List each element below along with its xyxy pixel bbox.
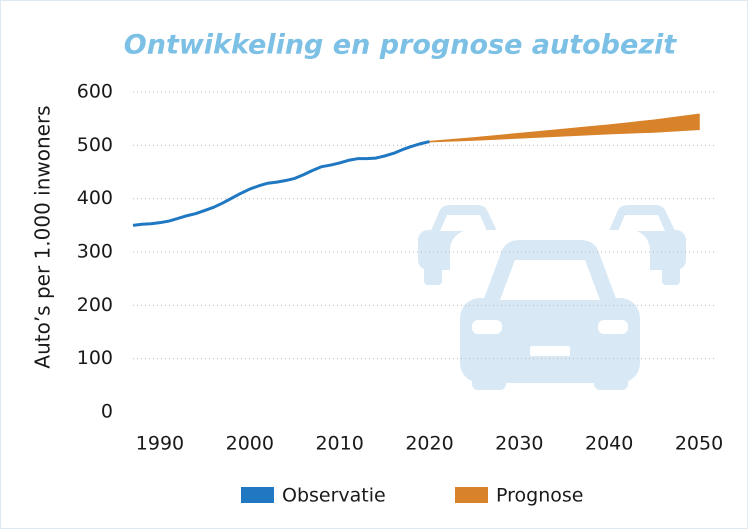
legend-swatch	[241, 487, 274, 503]
chart-title: Ontwikkeling en prognose autobezit	[124, 30, 678, 61]
y-tick-label: 100	[77, 347, 113, 369]
x-tick-label: 2030	[495, 433, 543, 455]
y-tick-label: 400	[77, 187, 113, 209]
forecast-band	[429, 114, 699, 141]
y-axis-label: Auto’s per 1.000 inwoners	[31, 105, 55, 368]
legend-swatch	[455, 487, 488, 503]
x-tick-label: 2050	[675, 433, 723, 455]
legend-label: Observatie	[282, 485, 386, 507]
y-tick-label: 300	[77, 241, 113, 263]
y-tick-label: 0	[101, 401, 113, 423]
legend: Observatie Prognose	[241, 485, 583, 507]
x-tick-label: 2010	[315, 433, 363, 455]
y-tick-label: 200	[77, 294, 113, 316]
car-icons	[418, 205, 686, 400]
x-tick-label: 2020	[405, 433, 453, 455]
x-tick-label: 2000	[226, 433, 274, 455]
x-tick-label: 2040	[585, 433, 633, 455]
chart: Ontwikkeling en prognose autobezit Auto’…	[0, 0, 749, 530]
x-tick-label: 1990	[136, 433, 184, 455]
line	[133, 142, 429, 226]
y-tick-label: 500	[77, 134, 113, 156]
legend-label: Prognose	[496, 485, 583, 507]
y-tick-label: 600	[77, 81, 113, 103]
